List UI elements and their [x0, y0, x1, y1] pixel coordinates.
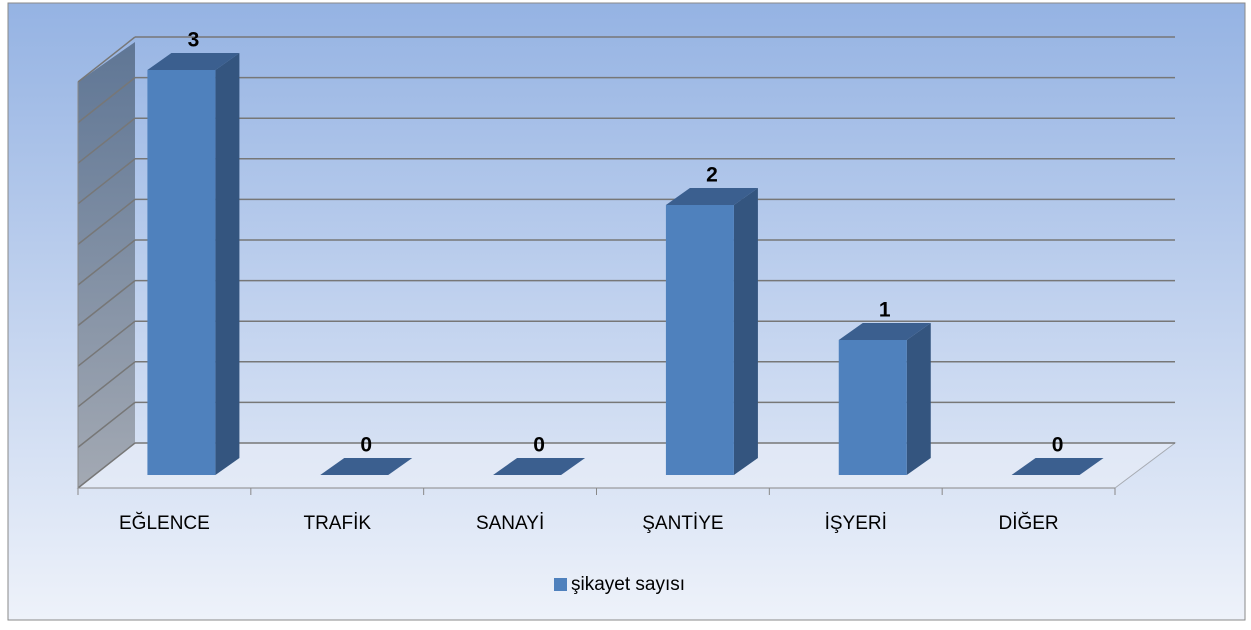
bar-top [1011, 458, 1104, 475]
bar [838, 340, 907, 475]
side-line [77, 36, 136, 83]
bar-top [838, 323, 931, 340]
x-tick-label: DİĞER [998, 512, 1058, 534]
side-line [77, 117, 136, 164]
side-wall [78, 42, 135, 488]
data-label: 3 [188, 29, 200, 52]
side-line [77, 401, 136, 448]
data-label: 0 [533, 434, 545, 457]
x-tick-label: ŞANTİYE [642, 513, 723, 534]
data-label: 0 [1052, 434, 1064, 457]
side-line [77, 361, 136, 408]
bar-top [665, 188, 758, 205]
data-label: 2 [706, 164, 718, 187]
bar [147, 70, 216, 475]
data-label: 0 [360, 434, 372, 457]
side-line [77, 239, 136, 286]
x-tick-label: TRAFİK [303, 513, 371, 534]
legend-swatch [554, 578, 567, 591]
side-line [77, 158, 136, 205]
bar-side [733, 188, 758, 475]
bar-side [215, 53, 240, 475]
bar-top [320, 458, 413, 475]
side-line [77, 198, 136, 245]
side-line [77, 442, 136, 489]
x-tick-label: İŞYERİ [825, 513, 887, 534]
bar-top [147, 53, 240, 70]
bar-side [906, 323, 931, 475]
data-label: 1 [879, 299, 891, 322]
x-tick-label: SANAYİ [476, 513, 544, 534]
legend-label: şikayet sayısı [571, 574, 685, 595]
bar [665, 205, 734, 475]
side-line [77, 77, 136, 124]
side-line [77, 320, 136, 367]
x-tick-label: EĞLENCE [119, 512, 210, 534]
floor [76, 442, 1177, 489]
side-line [77, 280, 136, 327]
bar-top [493, 458, 586, 475]
